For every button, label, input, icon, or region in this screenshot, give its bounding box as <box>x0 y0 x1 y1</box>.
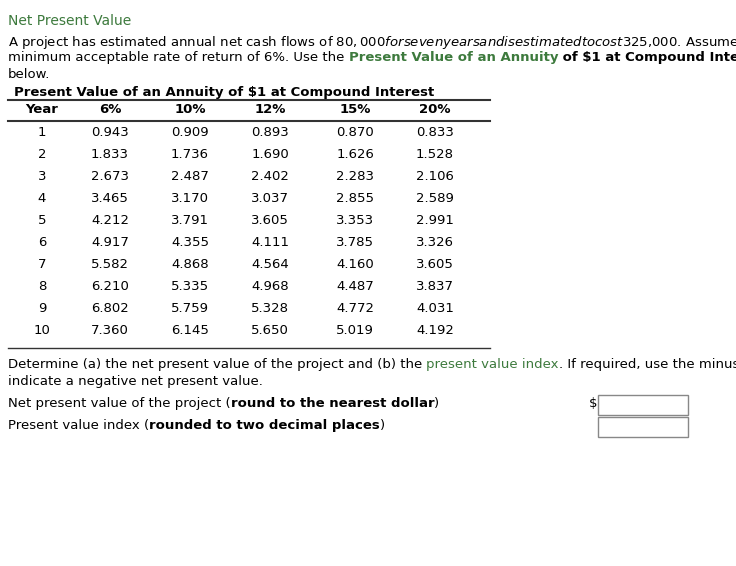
Text: 15%: 15% <box>339 103 371 116</box>
Text: . If required, use the minus sign to: . If required, use the minus sign to <box>559 358 736 371</box>
Bar <box>598 417 688 437</box>
Text: 1.833: 1.833 <box>91 148 129 161</box>
Bar <box>598 395 688 415</box>
Text: 6.802: 6.802 <box>91 302 129 315</box>
Text: Year: Year <box>26 103 58 116</box>
Text: Present Value of an Annuity of $1 at Compound Interest: Present Value of an Annuity of $1 at Com… <box>14 86 434 99</box>
Text: rounded to two decimal places: rounded to two decimal places <box>149 419 380 432</box>
Text: 2.283: 2.283 <box>336 170 374 183</box>
Text: ): ) <box>380 419 385 432</box>
Text: 10: 10 <box>34 324 51 337</box>
Text: 3.605: 3.605 <box>251 214 289 227</box>
Text: 1.736: 1.736 <box>171 148 209 161</box>
Text: 3.353: 3.353 <box>336 214 374 227</box>
Text: 2.991: 2.991 <box>416 214 454 227</box>
Text: below.: below. <box>8 68 50 81</box>
Text: 2: 2 <box>38 148 46 161</box>
Text: 4.212: 4.212 <box>91 214 129 227</box>
Text: 3.605: 3.605 <box>416 258 454 271</box>
Text: 5.328: 5.328 <box>251 302 289 315</box>
Text: 5.019: 5.019 <box>336 324 374 337</box>
Text: 4.192: 4.192 <box>416 324 454 337</box>
Text: present value index: present value index <box>426 358 559 371</box>
Text: 7.360: 7.360 <box>91 324 129 337</box>
Text: ): ) <box>434 397 439 410</box>
Text: 2.106: 2.106 <box>416 170 454 183</box>
Text: 6.145: 6.145 <box>171 324 209 337</box>
Text: 8: 8 <box>38 280 46 293</box>
Text: 4.160: 4.160 <box>336 258 374 271</box>
Text: 5.650: 5.650 <box>251 324 289 337</box>
Text: 4.355: 4.355 <box>171 236 209 249</box>
Text: 3.037: 3.037 <box>251 192 289 205</box>
Text: 2.402: 2.402 <box>251 170 289 183</box>
Text: Present value index (: Present value index ( <box>8 419 149 432</box>
Text: 3.837: 3.837 <box>416 280 454 293</box>
Text: 4.968: 4.968 <box>251 280 289 293</box>
Text: 1.528: 1.528 <box>416 148 454 161</box>
Text: 0.833: 0.833 <box>416 126 454 139</box>
Text: $: $ <box>589 397 598 410</box>
Text: 4.917: 4.917 <box>91 236 129 249</box>
Text: Net present value of the project (: Net present value of the project ( <box>8 397 230 410</box>
Text: 12%: 12% <box>255 103 286 116</box>
Text: 5.335: 5.335 <box>171 280 209 293</box>
Text: 3.465: 3.465 <box>91 192 129 205</box>
Text: 4.564: 4.564 <box>251 258 289 271</box>
Text: 4: 4 <box>38 192 46 205</box>
Text: 5.759: 5.759 <box>171 302 209 315</box>
Text: 0.909: 0.909 <box>171 126 209 139</box>
Text: 3: 3 <box>38 170 46 183</box>
Text: 4.111: 4.111 <box>251 236 289 249</box>
Text: 6: 6 <box>38 236 46 249</box>
Text: minimum acceptable rate of return of 6%. Use the: minimum acceptable rate of return of 6%.… <box>8 51 349 64</box>
Text: 5.582: 5.582 <box>91 258 129 271</box>
Text: 5: 5 <box>38 214 46 227</box>
Text: 6.210: 6.210 <box>91 280 129 293</box>
Text: 3.785: 3.785 <box>336 236 374 249</box>
Text: 1: 1 <box>38 126 46 139</box>
Text: 4.031: 4.031 <box>416 302 454 315</box>
Text: 2.673: 2.673 <box>91 170 129 183</box>
Text: 3.170: 3.170 <box>171 192 209 205</box>
Text: 0.870: 0.870 <box>336 126 374 139</box>
Text: round to the nearest dollar: round to the nearest dollar <box>230 397 434 410</box>
Text: Net Present Value: Net Present Value <box>8 14 131 28</box>
Text: 1.626: 1.626 <box>336 148 374 161</box>
Text: 6%: 6% <box>99 103 121 116</box>
Text: 4.772: 4.772 <box>336 302 374 315</box>
Text: 0.893: 0.893 <box>251 126 289 139</box>
Text: 0.943: 0.943 <box>91 126 129 139</box>
Text: 2.487: 2.487 <box>171 170 209 183</box>
Text: 9: 9 <box>38 302 46 315</box>
Text: 3.791: 3.791 <box>171 214 209 227</box>
Text: 2.589: 2.589 <box>416 192 454 205</box>
Text: A project has estimated annual net cash flows of $80,000 for seven years and is : A project has estimated annual net cash … <box>8 34 736 51</box>
Text: Determine (a) the net present value of the project and (b) the: Determine (a) the net present value of t… <box>8 358 426 371</box>
Text: 4.487: 4.487 <box>336 280 374 293</box>
Text: indicate a negative net present value.: indicate a negative net present value. <box>8 375 263 388</box>
Text: 1.690: 1.690 <box>251 148 289 161</box>
Text: of $1 at Compound Interest table: of $1 at Compound Interest table <box>558 51 736 64</box>
Text: 10%: 10% <box>174 103 206 116</box>
Text: Present Value of an Annuity: Present Value of an Annuity <box>349 51 558 64</box>
Text: 2.855: 2.855 <box>336 192 374 205</box>
Text: 20%: 20% <box>420 103 450 116</box>
Text: 3.326: 3.326 <box>416 236 454 249</box>
Text: 4.868: 4.868 <box>171 258 209 271</box>
Text: 7: 7 <box>38 258 46 271</box>
